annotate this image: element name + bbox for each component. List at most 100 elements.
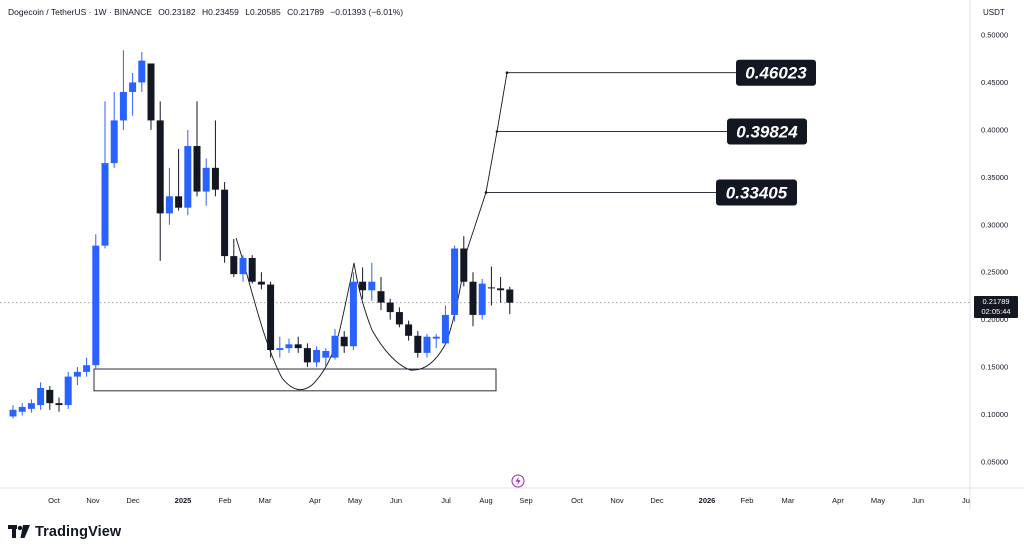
candle[interactable] (110, 91, 118, 168)
candle-body (27, 403, 35, 409)
candle-body (184, 146, 192, 208)
candle[interactable] (239, 255, 247, 282)
candle[interactable] (193, 101, 201, 197)
candle-body (359, 281, 367, 291)
candle[interactable] (368, 262, 376, 301)
candle[interactable] (331, 329, 339, 360)
candle[interactable] (165, 167, 173, 225)
candle[interactable] (267, 281, 275, 358)
candle[interactable] (497, 276, 505, 303)
candle[interactable] (285, 338, 293, 353)
candle-body (441, 314, 449, 344)
candle[interactable] (129, 72, 137, 116)
candle[interactable] (359, 267, 367, 299)
candle[interactable] (119, 50, 127, 130)
candle[interactable] (340, 331, 348, 353)
y-tick-label: 0.15000 (981, 363, 1008, 372)
time-axis[interactable]: Oct Nov Dec 2025 Feb Mar Apr May Jun Jul Aug Sep Oct… (48, 496, 970, 505)
candle[interactable] (303, 343, 311, 368)
symbol-title[interactable]: Dogecoin / TetherUS · 1W · BINANCE (8, 7, 152, 17)
candle[interactable] (441, 305, 449, 344)
candle[interactable] (73, 367, 81, 386)
tradingview-logo-icon (8, 525, 30, 539)
candle[interactable] (377, 276, 385, 311)
candle[interactable] (469, 272, 477, 327)
candle[interactable] (478, 278, 486, 320)
candle[interactable] (138, 52, 146, 92)
candle[interactable] (423, 333, 431, 358)
candle[interactable] (276, 336, 284, 358)
candle[interactable] (248, 255, 256, 284)
price-axis[interactable]: 0.50000 0.45000 0.40000 0.35000 0.30000 0.250… (981, 31, 1008, 467)
ohlc-open: O0.23182 (158, 7, 196, 17)
x-tick-label: Apr (832, 496, 844, 505)
target-label: 0.46023 (745, 64, 807, 83)
candle-body (322, 350, 330, 358)
candle[interactable] (147, 63, 155, 130)
ohlc-low: L0.20585 (245, 7, 281, 17)
candles-layer[interactable] (9, 50, 514, 419)
candle[interactable] (101, 101, 109, 249)
candle[interactable] (257, 272, 265, 290)
candle[interactable] (221, 182, 229, 263)
projection-path (465, 72, 508, 254)
y-tick-label: 0.50000 (981, 31, 1008, 40)
candle[interactable] (9, 405, 17, 419)
chart-header: Dogecoin / TetherUS · 1W · BINANCE O0.23… (8, 7, 407, 17)
candle[interactable] (64, 371, 72, 409)
candle[interactable] (230, 239, 238, 277)
currency-label[interactable]: USDT (983, 8, 1005, 17)
candle[interactable] (487, 266, 495, 306)
candle-body (147, 63, 155, 121)
candle-body (138, 60, 146, 83)
candle[interactable] (349, 272, 357, 351)
tradingview-brand[interactable]: TradingView (8, 524, 121, 540)
candle-body (313, 350, 321, 363)
candle-body (193, 146, 201, 192)
x-tick-label: May (871, 496, 885, 505)
candle[interactable] (92, 234, 100, 370)
brand-name: TradingView (35, 524, 122, 540)
candle-body (221, 189, 229, 257)
candle-body (487, 287, 495, 289)
candle-body (423, 336, 431, 353)
target-label: 0.33405 (726, 183, 788, 202)
lightning-icon[interactable] (511, 474, 525, 488)
bar-countdown: 02:05:44 (981, 307, 1011, 316)
candle-body (349, 281, 357, 347)
x-tick-label: 2026 (699, 496, 716, 505)
candle[interactable] (322, 348, 330, 368)
candle-body (395, 312, 403, 325)
candle[interactable] (18, 403, 26, 416)
candle[interactable] (202, 158, 210, 206)
target-label: 0.39824 (736, 123, 798, 142)
candle[interactable] (211, 120, 219, 197)
candle[interactable] (386, 298, 394, 320)
candle[interactable] (156, 101, 164, 261)
candle[interactable] (27, 399, 35, 413)
x-tick-label: Apr (309, 496, 321, 505)
candle[interactable] (460, 236, 468, 287)
candle[interactable] (175, 148, 183, 211)
candle[interactable] (313, 346, 321, 368)
candle[interactable] (405, 320, 413, 341)
candle[interactable] (432, 333, 440, 349)
candle-body (469, 281, 477, 315)
x-tick-label: Oct (48, 496, 61, 505)
candle[interactable] (184, 129, 192, 216)
candle[interactable] (37, 382, 45, 410)
candle[interactable] (294, 336, 302, 353)
candle-body (110, 120, 118, 164)
target-box (727, 118, 807, 145)
candle[interactable] (506, 286, 514, 315)
candle[interactable] (395, 307, 403, 328)
ohlc-high: H0.23459 (202, 7, 239, 17)
candle[interactable] (83, 357, 91, 377)
candle[interactable] (451, 245, 459, 322)
candle[interactable] (414, 331, 422, 358)
candle[interactable] (55, 397, 63, 412)
y-tick-label: 0.30000 (981, 220, 1008, 229)
candle-body (239, 257, 247, 275)
candle[interactable] (46, 386, 54, 410)
